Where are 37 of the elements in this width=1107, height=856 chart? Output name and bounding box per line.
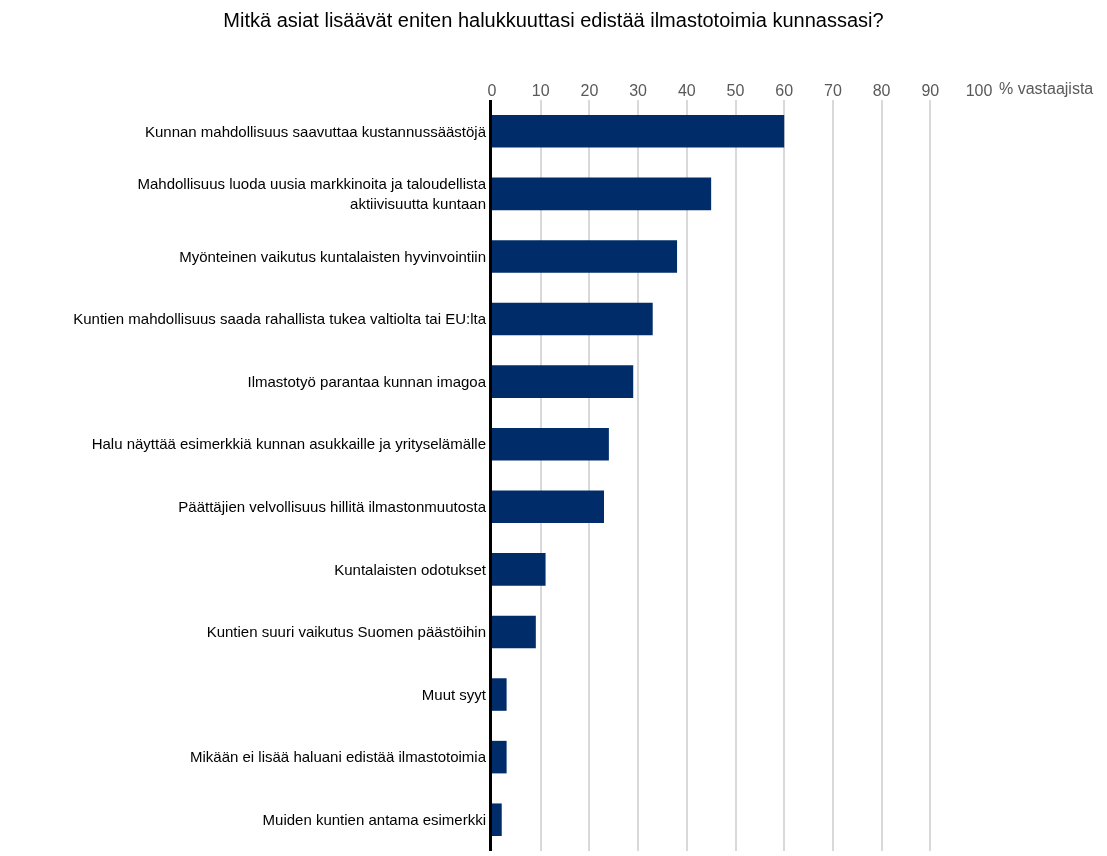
y-tick-label: Muiden kuntien antama esimerkki [262, 810, 486, 828]
bar [492, 115, 785, 148]
x-tick-label: 100 [965, 81, 993, 99]
y-tick-label: Ilmastotyö parantaa kunnan imagoa [247, 372, 487, 390]
bar [492, 302, 653, 336]
x-tick-label: 20 [580, 81, 599, 99]
x-tick-label: 70 [824, 81, 842, 99]
x-tick-label: 10 [531, 81, 550, 99]
x-tick-label: 40 [677, 81, 696, 99]
y-tick-label: Kuntalaisten odotukset [334, 560, 487, 578]
y-tick-label: Myönteinen vaikutus kuntalaisten hyvinvointiin [179, 247, 486, 265]
bar [492, 177, 712, 211]
chart-title: Mitkä asiat lisäävät eniten halukkuuttasi edistää ilmastotoimia kunnassasi? [223, 8, 884, 31]
y-tick-label: Halu näyttää esimerkkiä kunnan asukkaille ja yrityselämälle [91, 435, 486, 453]
x-tick-label: 30 [629, 81, 648, 99]
x-axis-title: % vastaajista [999, 80, 1094, 97]
y-tick-label: Mahdollisuus luoda uusia markkinoita ja taloudellista aktiivisuutta kuntaan [137, 175, 487, 212]
bar [492, 740, 507, 774]
y-tick-label: Päättäjien velvollisuus hillitä ilmastonmuutosta [178, 498, 487, 516]
bar [492, 240, 678, 273]
x-tick-label: 0 [487, 81, 497, 99]
y-tick-label: Kuntien suuri vaikutus Suomen päästöihin [206, 623, 486, 641]
bar [492, 427, 609, 461]
bar [492, 678, 507, 711]
y-tick-label: Mikään ei lisää haluani edistää ilmastotoimia [190, 748, 487, 766]
x-tick-label: 90 [921, 81, 940, 99]
bar [492, 365, 634, 398]
x-tick-label: 50 [726, 81, 745, 99]
x-tick-label: 60 [775, 81, 794, 99]
bar [492, 490, 605, 524]
y-tick-label: Muut syyt [421, 685, 487, 703]
y-tick-label: Kunnan mahdollisuus saavuttaa kustannussäästöjä [144, 122, 487, 140]
bar [492, 553, 546, 586]
bar [492, 615, 536, 649]
y-tick-label: Kuntien mahdollisuus saada rahallista tukea valtiolta tai EU:lta [73, 310, 487, 328]
bar [492, 803, 502, 836]
x-tick-label: 80 [872, 81, 891, 99]
